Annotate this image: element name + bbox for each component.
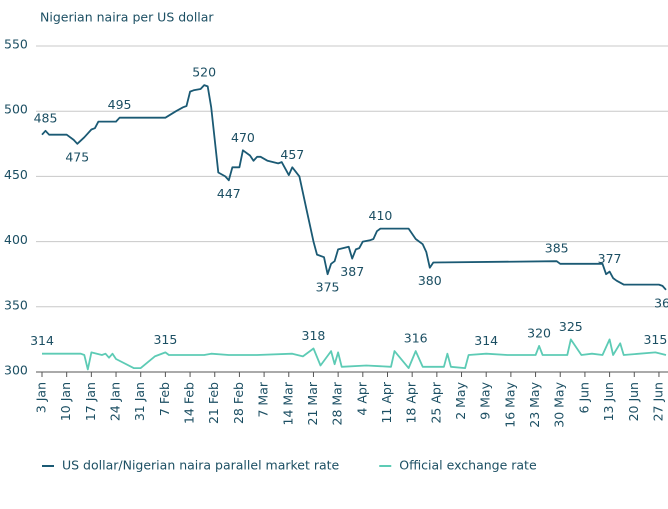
x-tick-label: 9 May — [478, 381, 493, 419]
x-tick-label: 4 Apr — [354, 381, 369, 415]
data-label: 380 — [418, 273, 442, 288]
data-label: 385 — [545, 241, 569, 256]
chart-title: Nigerian naira per US dollar — [40, 10, 214, 25]
x-tick-label: 7 Mar — [256, 381, 271, 417]
data-label: 495 — [108, 97, 132, 112]
x-tick-label: 13 Jun — [601, 382, 616, 421]
data-label: 475 — [65, 149, 89, 164]
x-tick-label: 21 Feb — [206, 382, 221, 424]
data-label: 410 — [369, 208, 393, 223]
data-label: 470 — [231, 130, 255, 145]
x-tick-label: 20 Jun — [626, 382, 641, 421]
x-tick-label: 2 May — [453, 381, 468, 419]
x-tick-label: 17 Jan — [83, 382, 98, 421]
data-label: 316 — [404, 331, 428, 346]
x-tick-label: 14 Mar — [280, 381, 295, 425]
data-label: 520 — [192, 65, 216, 80]
data-label: 315 — [643, 332, 667, 347]
data-label: 485 — [34, 110, 58, 125]
data-label: 314 — [474, 333, 498, 348]
x-tick-label: 16 May — [502, 381, 517, 427]
x-tick-label: 11 Apr — [379, 381, 394, 423]
y-tick-label: 450 — [4, 167, 28, 182]
data-label: 314 — [30, 333, 54, 348]
x-tick-label: 18 Apr — [404, 381, 419, 423]
data-label: 377 — [598, 251, 622, 266]
x-tick-label: 30 May — [552, 381, 567, 427]
data-label: 320 — [527, 325, 551, 340]
x-tick-label: 3 Jan — [34, 382, 49, 413]
x-tick-label: 25 Apr — [428, 381, 443, 423]
data-label: 387 — [340, 264, 364, 279]
x-tick-label: 7 Feb — [157, 382, 172, 416]
y-tick-label: 400 — [4, 232, 28, 247]
data-label: 363 — [654, 295, 668, 310]
x-tick-label: 21 Mar — [305, 381, 320, 425]
data-label: 318 — [302, 328, 326, 343]
y-tick-label: 500 — [4, 102, 28, 117]
data-label: 447 — [217, 186, 241, 201]
data-label: 325 — [559, 319, 583, 334]
x-tick-label: 27 Jun — [650, 382, 665, 421]
legend-label: Official exchange rate — [399, 458, 537, 473]
x-tick-label: 6 Jun — [576, 382, 591, 413]
x-tick-label: 28 Mar — [330, 381, 345, 425]
y-tick-label: 550 — [4, 37, 28, 52]
x-tick-label: 31 Jan — [132, 382, 147, 421]
data-label: 457 — [280, 147, 304, 162]
x-tick-label: 23 May — [527, 381, 542, 427]
legend-label: US dollar/Nigerian naira parallel market… — [62, 458, 340, 473]
x-tick-label: 14 Feb — [182, 382, 197, 424]
series-line — [41, 84, 667, 291]
data-label: 315 — [153, 332, 177, 347]
y-tick-label: 300 — [4, 363, 28, 378]
x-tick-label: 24 Jan — [108, 382, 123, 421]
y-tick-label: 350 — [4, 297, 28, 312]
series-line — [42, 338, 667, 371]
data-label: 375 — [316, 280, 340, 295]
x-tick-label: 28 Feb — [231, 382, 246, 424]
x-tick-label: 10 Jan — [58, 382, 73, 421]
